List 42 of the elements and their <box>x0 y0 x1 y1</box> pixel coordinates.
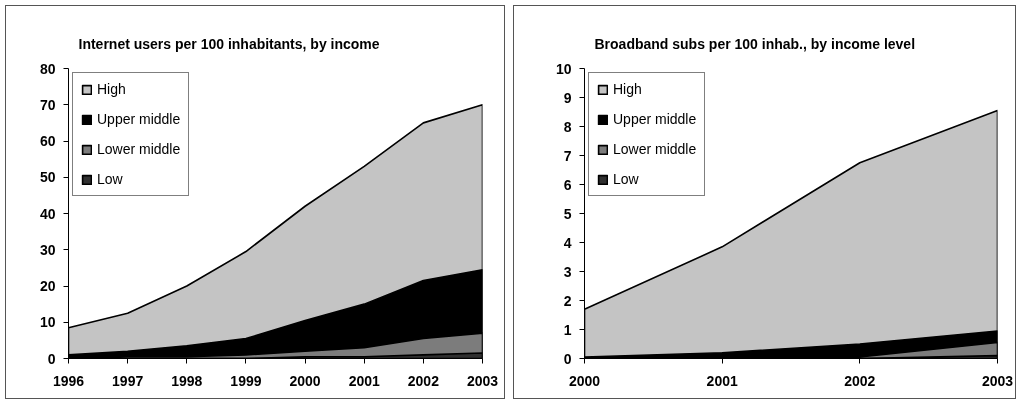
y-tick-label: 40 <box>39 205 56 222</box>
x-tick-label: 2003 <box>466 372 499 389</box>
y-tick-label: 1 <box>563 321 572 338</box>
legend-label: Lower middle <box>97 141 181 157</box>
y-tick-label: 0 <box>563 350 572 367</box>
y-tick-label: 70 <box>39 96 56 113</box>
y-tick-label: 0 <box>47 350 56 367</box>
x-tick-label: 2000 <box>568 372 601 389</box>
y-tick-label: 2 <box>563 292 572 309</box>
legend-label: High <box>97 81 126 97</box>
y-tick-label: 6 <box>563 176 572 193</box>
chart-title: Broadband subs per 100 inhab., by income level <box>594 35 916 52</box>
legend-label: Upper middle <box>613 111 697 127</box>
y-tick-label: 30 <box>39 241 56 258</box>
legend-label: Upper middle <box>97 111 181 127</box>
legend-label: High <box>613 81 642 97</box>
legend-label: Low <box>97 171 123 187</box>
y-tick-label: 20 <box>39 278 56 294</box>
legend-label: Lower middle <box>613 141 697 157</box>
x-tick-label: 1996 <box>52 372 85 389</box>
y-tick-label: 80 <box>39 60 56 77</box>
x-tick-label: 2001 <box>706 372 738 389</box>
x-tick-label: 2000 <box>289 372 321 389</box>
y-tick-label: 50 <box>39 169 56 186</box>
legend-label: Low <box>613 171 639 187</box>
y-tick-label: 7 <box>563 147 572 164</box>
y-tick-label: 10 <box>39 314 56 331</box>
x-tick-label: 1997 <box>112 372 144 389</box>
x-tick-label: 2003 <box>981 372 1014 389</box>
y-tick-label: 9 <box>563 89 572 106</box>
x-tick-label: 2002 <box>844 372 876 389</box>
y-tick-label: 10 <box>555 60 572 77</box>
x-tick-label: 1999 <box>230 372 262 389</box>
y-tick-label: 4 <box>563 234 572 251</box>
y-tick-label: 3 <box>563 263 572 280</box>
x-tick-label: 1998 <box>171 372 203 389</box>
chart-title: Internet users per 100 inhabitants, by income <box>78 35 380 52</box>
x-tick-label: 2002 <box>407 372 440 389</box>
y-tick-label: 8 <box>563 118 572 135</box>
x-tick-label: 2001 <box>348 372 380 389</box>
y-tick-label: 5 <box>563 205 572 222</box>
y-tick-label: 60 <box>39 133 56 149</box>
